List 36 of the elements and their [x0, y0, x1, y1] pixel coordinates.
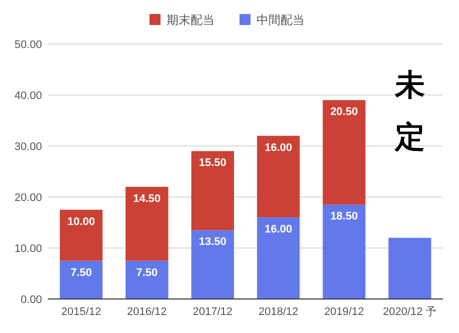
y-tick-label: 30.00 — [14, 141, 42, 153]
data-label: 18.50 — [330, 210, 358, 223]
y-tick-label: 10.00 — [14, 243, 42, 255]
data-label: 7.50 — [136, 266, 158, 279]
y-tick-label: 40.00 — [14, 90, 42, 102]
data-label: 7.50 — [70, 266, 92, 279]
bar — [322, 204, 366, 299]
y-tick-label: 50.00 — [14, 39, 42, 51]
bar — [60, 210, 103, 261]
data-label: 13.50 — [198, 236, 226, 248]
data-label: 16.00 — [264, 223, 292, 236]
data-label: 15.50 — [198, 157, 226, 170]
legend-label: 中間配当 — [256, 13, 304, 27]
bar — [388, 238, 432, 299]
x-tick-label: 2016/12 — [127, 306, 167, 318]
x-tick-label: 2020/12 予 — [382, 306, 437, 318]
x-tick-label: 2019/12 — [324, 306, 364, 318]
data-label: 16.00 — [264, 142, 292, 154]
bar — [60, 260, 103, 299]
x-tick-label: 2017/12 — [192, 306, 233, 318]
bar — [126, 186, 168, 261]
y-tick-label: 20.00 — [14, 192, 42, 204]
legend-label: 期末配当 — [166, 13, 214, 27]
data-label: 20.50 — [330, 106, 358, 118]
bar — [126, 260, 168, 299]
data-label: 10.00 — [67, 216, 95, 228]
bar — [191, 151, 234, 230]
bar — [257, 217, 300, 299]
bar — [322, 100, 366, 205]
x-tick-label: 2018/12 — [258, 306, 298, 318]
bar — [191, 230, 234, 299]
annotation: 未定 — [394, 69, 425, 154]
y-tick-label: 0.00 — [20, 294, 42, 306]
bar — [257, 136, 300, 218]
x-tick-label: 2015/12 — [61, 306, 102, 318]
data-label: 14.50 — [133, 192, 161, 205]
